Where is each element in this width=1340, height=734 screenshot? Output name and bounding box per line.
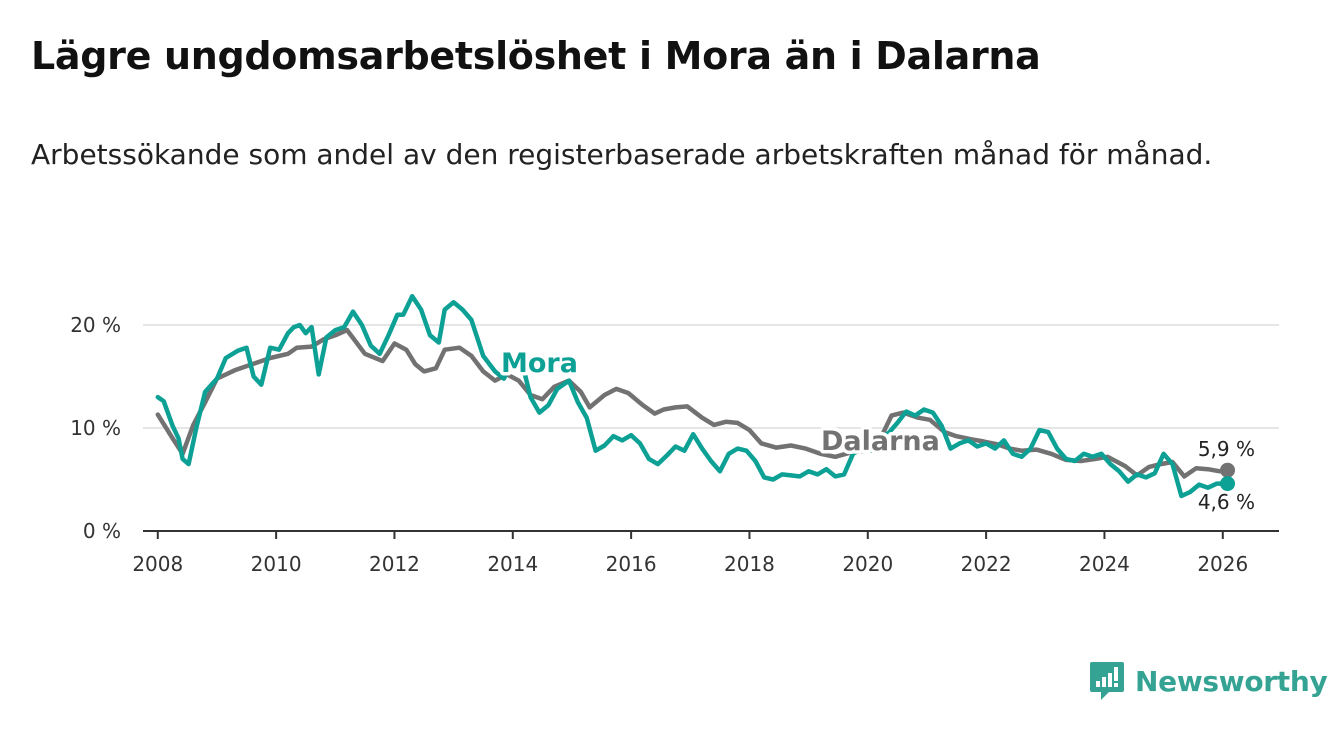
chart-title: Lägre ungdomsarbetslöshet i Mora än i Da… bbox=[31, 34, 1041, 78]
x-tick-label: 2020 bbox=[842, 552, 893, 576]
newsworthy-logo[interactable]: Newsworthy bbox=[1089, 660, 1328, 702]
y-tick-label: 10 % bbox=[70, 416, 121, 440]
series-endpoint-dalarna bbox=[1220, 462, 1236, 478]
series-label-mora: Mora bbox=[501, 348, 578, 379]
end-label-mora-halo: 4,6 % bbox=[1198, 490, 1255, 514]
x-tick-label: 2010 bbox=[251, 552, 302, 576]
x-tick-label: 2022 bbox=[961, 552, 1012, 576]
series-lines bbox=[155, 293, 1236, 499]
series-label-dalarna-halo: Dalarna bbox=[821, 426, 940, 457]
series-label-dalarna: Dalarna bbox=[821, 426, 940, 457]
series-label-mora-halo: Mora bbox=[501, 348, 578, 379]
axes: 0 % 10 % 20 % 2008 2010 2012 2014 2016 2018 2020 2… bbox=[70, 313, 1279, 576]
x-tick-label: 2026 bbox=[1197, 552, 1248, 576]
series-line-mora bbox=[155, 293, 1230, 499]
series-endpoint-mora bbox=[1220, 476, 1236, 492]
end-label-dalarna: 5,9 % bbox=[1198, 437, 1255, 461]
y-tick-label: 20 % bbox=[70, 313, 121, 337]
x-tick-label: 2012 bbox=[369, 552, 420, 576]
x-tick-label: 2014 bbox=[487, 552, 538, 576]
y-tick-label: 0 % bbox=[83, 519, 121, 543]
x-tick-label: 2018 bbox=[724, 552, 775, 576]
end-label-mora: 4,6 % bbox=[1198, 490, 1255, 514]
series-line-dalarna bbox=[155, 327, 1230, 479]
newsworthy-logo-icon bbox=[1090, 662, 1124, 700]
x-tick-label: 2024 bbox=[1079, 552, 1130, 576]
end-label-dalarna-halo: 5,9 % bbox=[1198, 437, 1255, 461]
gridlines bbox=[143, 324, 1279, 429]
x-tick-label: 2008 bbox=[132, 552, 183, 576]
newsworthy-logo-text: Newsworthy bbox=[1135, 664, 1328, 698]
x-tick-label: 2016 bbox=[606, 552, 657, 576]
chart-subtitle: Arbetssökande som andel av den registerb… bbox=[31, 138, 1213, 171]
